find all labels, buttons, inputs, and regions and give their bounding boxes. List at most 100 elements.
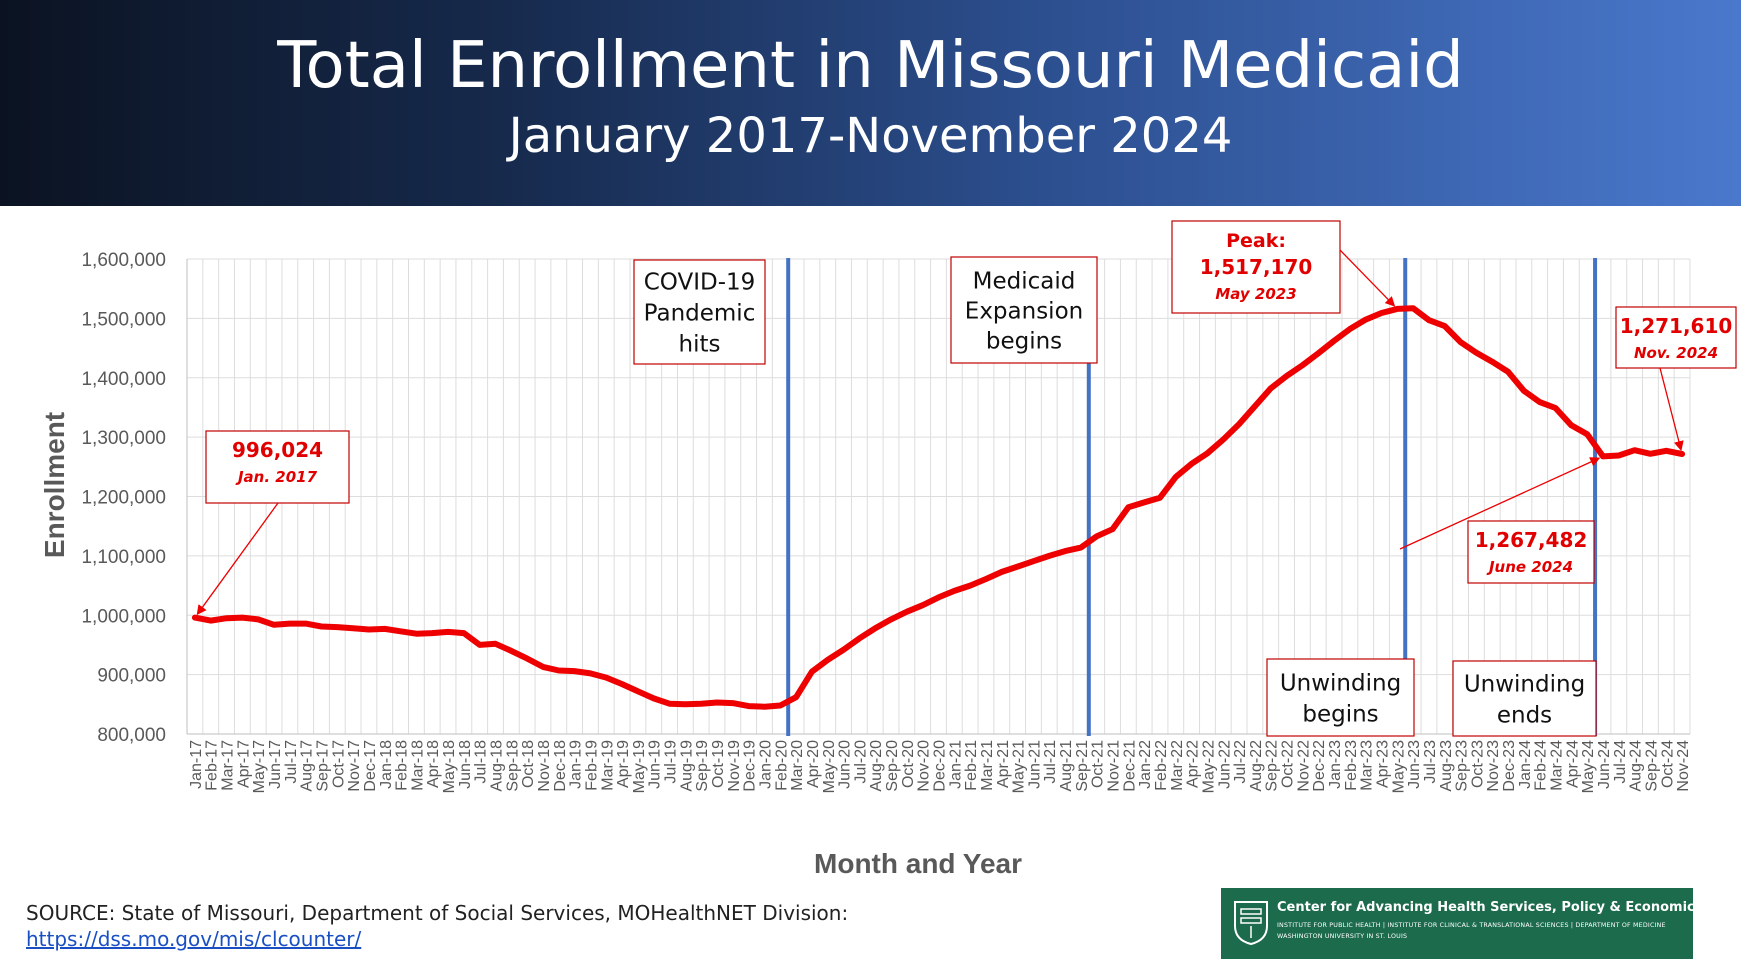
x-tick-label: May-22 — [1200, 740, 1217, 793]
event-callout-box — [1452, 660, 1597, 737]
x-tick-label: Aug-24 — [1628, 740, 1645, 792]
data-point — [1442, 323, 1448, 329]
data-point — [366, 627, 372, 632]
data-point — [398, 628, 403, 634]
x-tick-label: Aug-22 — [1248, 740, 1265, 792]
data-point — [762, 704, 767, 710]
y-tick-label: 1,400,000 — [81, 369, 166, 390]
x-tick-label: Apr-20 — [805, 740, 822, 788]
x-tick-label: Jun-22 — [1216, 740, 1233, 789]
value-callout-value: 1,271,610 — [1620, 314, 1733, 338]
x-tick-label: Nov-23 — [1485, 740, 1502, 792]
x-tick-label: Jun-18 — [457, 740, 474, 789]
x-tick-label: Jul-22 — [1232, 740, 1249, 784]
data-point — [1125, 504, 1131, 510]
source-link[interactable]: https://dss.mo.gov/mis/clcounter/ — [26, 927, 362, 951]
data-point — [1679, 451, 1685, 457]
data-point — [1205, 450, 1210, 456]
x-tick-label: May-20 — [821, 740, 838, 793]
x-tick-label: May-23 — [1390, 740, 1407, 793]
data-point — [524, 656, 530, 661]
source-note: SOURCE: State of Missouri, Department of… — [26, 900, 848, 952]
data-point — [1474, 350, 1479, 356]
x-tick-label: Feb-19 — [583, 740, 600, 791]
x-tick-label: May-21 — [1011, 740, 1028, 793]
x-tick-label: Jul-19 — [663, 740, 680, 784]
x-tick-label: Oct-23 — [1469, 740, 1486, 788]
data-point — [461, 630, 467, 636]
x-tick-label: Jan-21 — [947, 740, 964, 789]
value-callout: Peak: 1,517,170 May 2023 — [1171, 220, 1396, 314]
x-tick-label: Sep-17 — [314, 740, 331, 792]
y-tick-label: 1,200,000 — [81, 488, 166, 509]
data-point — [1410, 305, 1416, 311]
y-tick-label: 1,600,000 — [81, 250, 166, 271]
x-tick-label: Apr-22 — [1185, 740, 1202, 788]
data-point — [1600, 454, 1606, 459]
x-tick-label: Sep-24 — [1643, 740, 1660, 792]
data-point — [967, 583, 973, 588]
enrollment-line-chart: 800,000 900,000 1,000,000 1,100,000 1,200,00… — [0, 206, 1741, 876]
x-tick-label: Dec-20 — [932, 740, 949, 792]
data-point — [872, 625, 878, 631]
event-callout-text: ends — [1497, 703, 1552, 729]
x-tick-label: Mar-18 — [409, 740, 426, 791]
x-tick-label: Oct-20 — [900, 740, 917, 788]
x-tick-label: Nov-22 — [1295, 740, 1312, 792]
event-callout: Unwinding ends — [1452, 660, 1597, 737]
x-tick-label: Sep-20 — [884, 740, 901, 792]
x-tick-label: Feb-23 — [1343, 740, 1360, 791]
value-callout-label: Peak: — [1226, 230, 1286, 252]
x-tick-label: Dec-17 — [362, 740, 379, 792]
data-point — [1268, 386, 1274, 391]
x-tick-label: May-19 — [631, 740, 648, 793]
data-point — [334, 624, 340, 630]
data-point — [1299, 362, 1305, 368]
y-tick-label: 800,000 — [97, 725, 166, 746]
x-tick-label: Feb-21 — [963, 740, 980, 791]
chart-title: Total Enrollment in Missouri Medicaid — [277, 29, 1464, 103]
data-point — [1236, 421, 1242, 427]
value-callout: 1,271,610 Nov. 2024 — [1615, 306, 1737, 452]
event-callout-text: begins — [986, 328, 1062, 354]
data-point — [793, 694, 799, 700]
x-tick-label: Aug-19 — [678, 740, 695, 792]
data-point — [714, 700, 720, 705]
data-point — [350, 625, 356, 631]
data-point — [382, 626, 388, 632]
x-tick-label: Nov-19 — [726, 740, 743, 792]
x-tick-label: Jul-24 — [1612, 740, 1629, 784]
x-tick-label: Oct-22 — [1280, 740, 1297, 788]
value-callout-date: Jan. 2017 — [235, 468, 318, 486]
event-callout: COVID-19 Pandemic hits — [633, 259, 766, 365]
data-point — [888, 617, 894, 622]
value-callout-box — [205, 430, 350, 504]
data-point — [1315, 351, 1321, 356]
x-tick-label: Jan-22 — [1137, 740, 1154, 789]
data-point — [556, 668, 562, 673]
x-tick-label: Oct-19 — [710, 740, 727, 788]
data-point — [303, 621, 309, 626]
chart-subtitle: January 2017-November 2024 — [508, 108, 1233, 164]
x-tick-label: May-17 — [251, 740, 268, 793]
value-callout-arrow — [1339, 249, 1396, 307]
data-point — [572, 668, 578, 674]
x-tick-label: Aug-17 — [299, 740, 316, 792]
data-point — [1568, 422, 1574, 428]
data-point — [1031, 558, 1036, 564]
data-point — [841, 647, 846, 653]
y-tick-label: 1,000,000 — [81, 606, 166, 627]
x-tick-label: Mar-21 — [979, 740, 996, 791]
data-point — [936, 595, 941, 600]
data-point — [667, 701, 672, 707]
x-tick-label: Aug-20 — [868, 740, 885, 792]
x-tick-label: Nov-18 — [536, 740, 553, 792]
data-point — [1648, 451, 1653, 457]
x-tick-label: Feb-17 — [204, 740, 221, 791]
event-callout-box — [633, 259, 766, 365]
x-tick-label: Mar-17 — [220, 740, 237, 791]
data-point — [1379, 310, 1384, 316]
data-point — [255, 617, 261, 622]
data-point — [1094, 533, 1100, 539]
data-point — [239, 615, 245, 621]
